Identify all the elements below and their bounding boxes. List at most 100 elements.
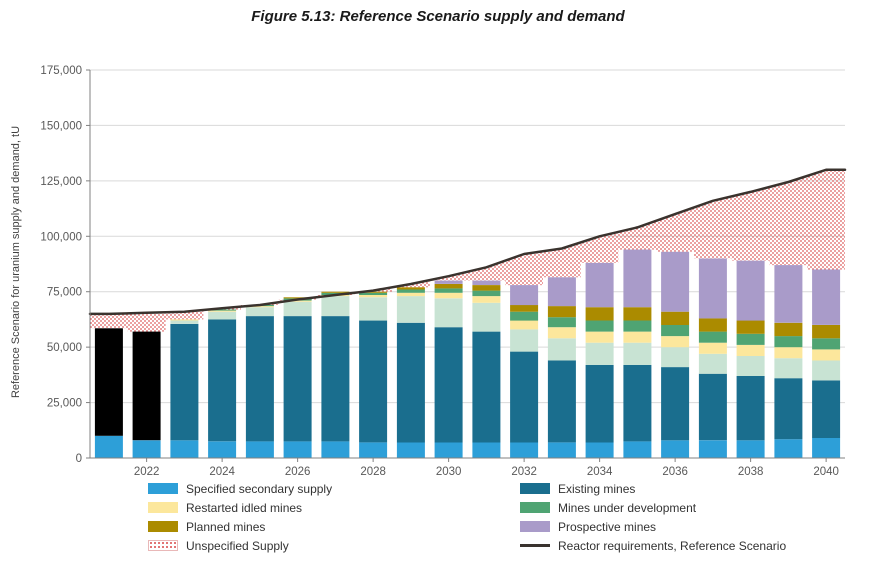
bar-segment: [321, 296, 350, 317]
bar-segment: [585, 307, 614, 321]
tick-labels: 0 25,000 50,000 75,000 100,000 125,000 150,000…: [40, 65, 839, 478]
bar-segment: [812, 325, 841, 339]
legend-label: Planned mines: [186, 519, 266, 534]
bar-segment: [547, 306, 576, 318]
bar-segment: [774, 265, 803, 323]
bar-segment: [812, 438, 841, 458]
bar-segment: [661, 367, 690, 441]
y-tick-label: 150,000: [40, 120, 82, 132]
legend-label: Mines under development: [558, 500, 697, 515]
bar-segment: [321, 291, 350, 293]
bar-segment: [510, 442, 539, 458]
legend-item: Prospective mines: [520, 517, 786, 536]
x-tick-label: 2026: [285, 466, 311, 478]
bar-segment: [245, 306, 274, 308]
bar-segment: [661, 251, 690, 312]
legend-label: Prospective mines: [558, 519, 657, 534]
bar-segment: [434, 298, 463, 328]
legend-label: Reactor requirements, Reference Scenario: [558, 538, 787, 553]
reactor-requirements-line: [88, 168, 847, 316]
bar-segment: [208, 441, 237, 458]
bar-segment: [510, 351, 539, 443]
bar-segment: [321, 316, 350, 442]
legend-swatch: [520, 483, 550, 494]
legend-column-0: Specified secondary supply Restarted idle…: [148, 479, 520, 555]
bar-segment: [774, 322, 803, 337]
bar-segment: [623, 249, 652, 308]
bar-segment: [698, 353, 727, 374]
bar-segment: [396, 322, 425, 443]
legend-swatch-line: [520, 544, 550, 547]
bar-segment: [283, 316, 312, 442]
bar-segment: [585, 331, 614, 343]
bar-segment: [132, 440, 161, 458]
bar-segment: [585, 262, 614, 308]
bar-segment: [396, 292, 425, 297]
bar-segment: [283, 301, 312, 317]
x-tick-label: 2034: [587, 466, 613, 478]
bar-segment: [736, 440, 765, 458]
legend-swatch-dots: [148, 540, 178, 551]
bar-segment: [736, 376, 765, 441]
bar-segment: [472, 442, 501, 458]
x-tick-label: 2036: [662, 466, 688, 478]
bar-segment: [661, 325, 690, 337]
chart-legend: Specified secondary supply Restarted idle…: [148, 479, 786, 555]
legend-item: Specified secondary supply: [148, 479, 520, 498]
bar-segment: [812, 360, 841, 381]
legend-swatch: [148, 483, 178, 494]
bar-segment: [472, 331, 501, 443]
y-tick-label: 0: [76, 453, 82, 465]
bar-segment: [698, 331, 727, 343]
bar-segment: [698, 440, 727, 458]
requirements-line: [88, 168, 847, 316]
y-tick-label: 125,000: [40, 176, 82, 188]
bar-segment: [736, 260, 765, 321]
bar-segment: [774, 439, 803, 458]
x-tick-label: 2038: [738, 466, 764, 478]
legend-swatch: [520, 502, 550, 513]
bar-segment: [283, 300, 312, 302]
legend-item: Existing mines: [520, 479, 786, 498]
bar-segment: [396, 442, 425, 458]
bar-segment: [547, 317, 576, 328]
x-tick-label: 2032: [511, 466, 537, 478]
bar-segment: [245, 307, 274, 317]
bar-segment: [472, 285, 501, 291]
bar-segment: [774, 336, 803, 348]
bar-segment: [510, 285, 539, 306]
legend-column-1: Existing mines Mines under development Pro…: [520, 479, 786, 555]
bar-segment: [472, 296, 501, 303]
bar-segment: [434, 280, 463, 284]
bar-segment: [698, 318, 727, 332]
bar-segment: [661, 440, 690, 458]
bar-segment: [472, 280, 501, 285]
bar-segment: [812, 380, 841, 438]
x-tick-label: 2040: [813, 466, 839, 478]
bar-segment: [434, 442, 463, 458]
bar-segment: [396, 289, 425, 293]
bar-segment: [321, 441, 350, 458]
bar-segment: [698, 373, 727, 441]
bar-segment: [547, 327, 576, 339]
bar-segment: [170, 320, 199, 324]
bar-segment: [661, 336, 690, 348]
bar-segment: [585, 364, 614, 443]
bar-segment: [698, 258, 727, 319]
bar-segment: [434, 292, 463, 299]
bar-segment: [396, 296, 425, 323]
x-tick-label: 2030: [436, 466, 462, 478]
bar-segment: [208, 310, 237, 312]
bar-segment: [510, 329, 539, 352]
x-tick-label: 2028: [360, 466, 386, 478]
legend-item: Reactor requirements, Reference Scenario: [520, 536, 786, 555]
bar-segment: [812, 269, 841, 325]
y-tick-label: 75,000: [47, 287, 82, 299]
legend-swatch: [520, 521, 550, 532]
legend-item: Unspecified Supply: [148, 536, 520, 555]
bar-segment: [812, 338, 841, 350]
bar-segment: [283, 297, 312, 299]
bar-segment: [774, 347, 803, 359]
